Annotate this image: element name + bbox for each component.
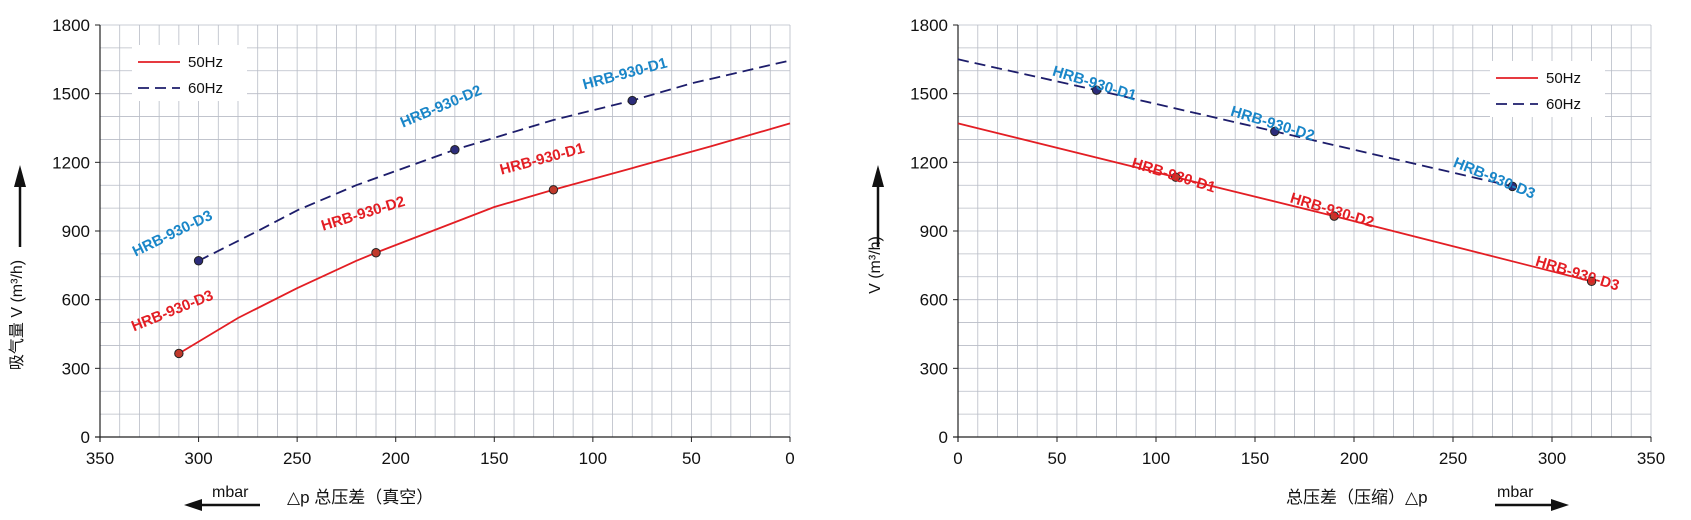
x-tick-label: 150 — [1241, 449, 1269, 468]
point-label-hrb-930-d2: HRB-930-D2 — [1288, 190, 1376, 232]
legend-label-50hz: 50Hz — [1546, 70, 1581, 87]
x-tick-label: 100 — [579, 449, 607, 468]
y-axis-arrow-head — [14, 165, 26, 187]
y-axis-label: V (m³/h) — [867, 236, 884, 294]
legend-box — [1490, 61, 1605, 117]
x-tick-label: 200 — [1340, 449, 1368, 468]
y-axis-arrow-head — [872, 165, 884, 187]
x-tick-label: 0 — [785, 449, 794, 468]
x-tick-label: 50 — [682, 449, 701, 468]
x-tick-label: 250 — [1439, 449, 1467, 468]
x-tick-label: 350 — [1637, 449, 1665, 468]
x-tick-label: 300 — [184, 449, 212, 468]
point-label-hrb-930-d1: HRB-930-D1 — [1130, 155, 1218, 197]
data-point-hrb-930-d2 — [1329, 211, 1339, 221]
y-tick-label: 600 — [920, 291, 948, 310]
data-point-hrb-930-d3 — [1586, 276, 1597, 287]
x-tick-label: 300 — [1538, 449, 1566, 468]
y-tick-label: 900 — [920, 222, 948, 241]
x-axis-arrow-head — [184, 499, 202, 511]
y-tick-label: 1800 — [52, 16, 90, 35]
data-point-hrb-930-d3 — [193, 256, 204, 266]
point-label-hrb-930-d2: HRB-930-D2 — [398, 82, 484, 132]
point-label-hrb-930-d1: HRB-930-D1 — [581, 55, 669, 94]
x-axis-label: 总压差（压缩）△p — [1286, 488, 1428, 507]
y-tick-label: 300 — [920, 359, 948, 378]
data-point-hrb-930-d1 — [627, 95, 637, 106]
point-label-hrb-930-d3: HRB-930-D3 — [1451, 154, 1538, 202]
y-tick-label: 1200 — [52, 153, 90, 172]
x-axis-unit: mbar — [1497, 484, 1534, 501]
y-axis-label: 吸气量 V (m³/h) — [8, 260, 26, 370]
point-label-hrb-930-d3: HRB-930-D3 — [1533, 253, 1621, 295]
series-line-50hz — [178, 122, 791, 355]
data-point-hrb-930-d3 — [174, 348, 184, 359]
x-tick-label: 50 — [1048, 449, 1067, 468]
legend-label-60hz: 60Hz — [1546, 96, 1581, 113]
x-axis-arrow-head — [1551, 499, 1569, 511]
data-point-hrb-930-d1 — [548, 185, 559, 195]
x-tick-label: 0 — [953, 449, 962, 468]
vacuum-chart: 0 300 600 900 1200 1500 1800 350 300 250 200 150 100… — [8, 16, 795, 511]
legend-label-50hz: 50Hz — [188, 54, 223, 71]
point-label-hrb-930-d2: HRB-930-D2 — [319, 193, 407, 235]
legend-box — [132, 45, 247, 101]
y-tick-label: 1800 — [910, 16, 948, 35]
pressure-chart: 0 300 600 900 1200 1500 1800 0 50 100 150 200 250 300… — [867, 16, 1665, 511]
series-line-50hz — [957, 122, 1592, 283]
y-tick-label: 300 — [62, 359, 90, 378]
data-point-hrb-930-d3 — [1507, 181, 1518, 192]
point-label-hrb-930-d3: HRB-930-D3 — [129, 287, 216, 335]
y-tick-label: 0 — [939, 428, 948, 447]
data-point-hrb-930-d2 — [371, 248, 381, 258]
data-point-hrb-930-d2 — [1270, 126, 1280, 137]
legend-label-60hz: 60Hz — [188, 80, 223, 97]
y-tick-label: 0 — [81, 428, 90, 447]
data-point-hrb-930-d2 — [450, 145, 460, 155]
x-axis-label: △p 总压差（真空） — [287, 488, 433, 507]
x-tick-label: 100 — [1142, 449, 1170, 468]
x-tick-label: 250 — [283, 449, 311, 468]
series-line-60hz — [198, 59, 791, 262]
y-tick-label: 600 — [62, 291, 90, 310]
x-axis-unit: mbar — [212, 484, 249, 501]
point-label-hrb-930-d3: HRB-930-D3 — [130, 207, 215, 260]
data-point-hrb-930-d1 — [1091, 85, 1102, 95]
x-tick-label: 200 — [382, 449, 410, 468]
data-point-hrb-930-d1 — [1171, 172, 1181, 182]
x-tick-label: 150 — [480, 449, 508, 468]
y-tick-label: 900 — [62, 222, 90, 241]
y-tick-label: 1500 — [910, 85, 948, 104]
y-tick-label: 1500 — [52, 85, 90, 104]
y-tick-label: 1200 — [910, 153, 948, 172]
x-tick-label: 350 — [86, 449, 114, 468]
series-line-60hz — [957, 58, 1513, 188]
